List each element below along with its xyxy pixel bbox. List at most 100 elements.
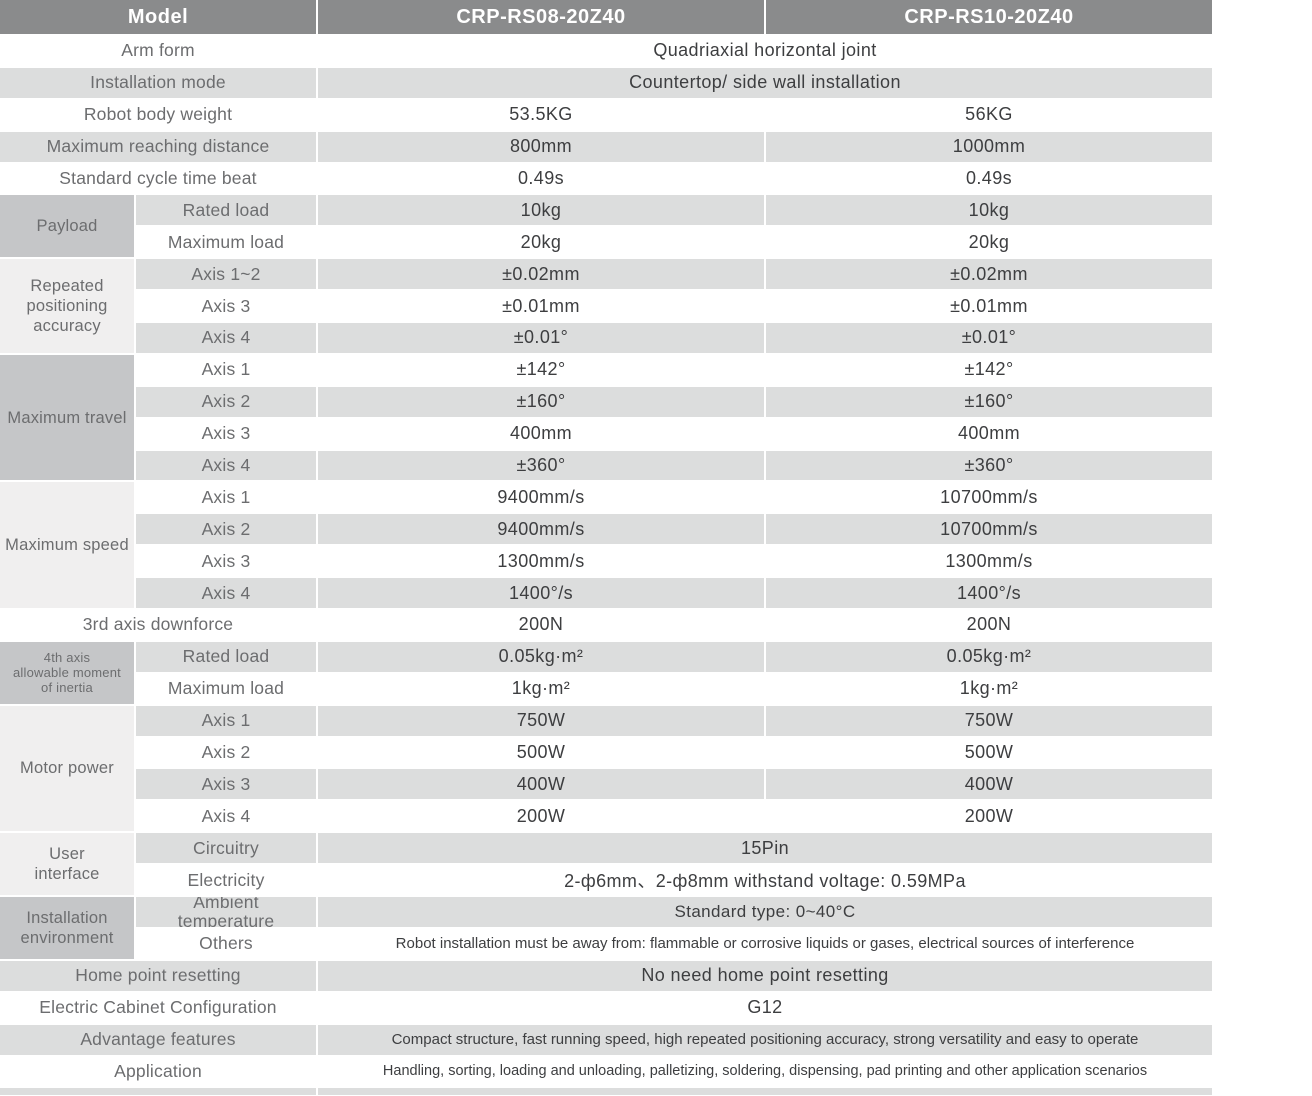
label-speed-axis-3: Axis 3	[136, 546, 316, 577]
value-accuracy-axis12-rs08: ±0.02mm	[318, 259, 764, 290]
label-travel-axis-4: Axis 4	[136, 450, 316, 481]
label-inertia-rated-load: Rated load	[136, 641, 316, 672]
label-motor-axis-1: Axis 1	[136, 705, 316, 736]
group-cell-motor-power: Motor power	[0, 705, 134, 832]
value-inertia-rated-rs10: 0.05kg·m²	[766, 641, 1212, 672]
value-inertia-rated-rs08: 0.05kg·m²	[318, 641, 764, 672]
value-speed-axis1-rs08: 9400mm/s	[318, 482, 764, 513]
label-application: Application	[0, 1056, 316, 1087]
label-accuracy-axis-4: Axis 4	[136, 323, 316, 353]
value-motor-axis4-rs08: 200W	[318, 801, 764, 832]
label-travel-axis-2: Axis 2	[136, 386, 316, 417]
value-arm-form: Quadriaxial horizontal joint	[318, 36, 1212, 66]
value-motor-axis2-rs10: 500W	[766, 737, 1212, 768]
group-cell-user-interface: User interface	[0, 833, 134, 896]
value-inertia-max-rs08: 1kg·m²	[318, 673, 764, 704]
value-electricity: 2-ф6mm、2-ф8mm withstand voltage: 0.59MPa	[318, 865, 1212, 896]
label-cycle-time: Standard cycle time beat	[0, 163, 316, 194]
group-cell-max-speed: Maximum speed	[0, 482, 134, 609]
value-speed-axis1-rs10: 10700mm/s	[766, 482, 1212, 513]
value-travel-axis2-rs08: ±160°	[318, 386, 764, 417]
value-accuracy-axis3-rs10: ±0.01mm	[766, 291, 1212, 322]
label-arm-form: Arm form	[0, 36, 316, 66]
header-cell-model-rs10: CRP-RS10-20Z40	[766, 0, 1212, 34]
group-cell-max-travel: Maximum travel	[0, 354, 134, 481]
label-payload-rated-load: Rated load	[136, 195, 316, 226]
label-robot-body-weight: Robot body weight	[0, 99, 316, 130]
partial-row-left	[0, 1088, 316, 1096]
value-speed-axis3-rs10: 1300mm/s	[766, 546, 1212, 577]
value-rated-load-rs10: 10kg	[766, 195, 1212, 226]
label-others: Others	[136, 928, 316, 959]
value-travel-axis3-rs08: 400mm	[318, 418, 764, 449]
value-motor-axis1-rs08: 750W	[318, 705, 764, 736]
value-body-weight-rs10: 56KG	[766, 99, 1212, 130]
label-electric-cabinet: Electric Cabinet Configuration	[0, 992, 316, 1023]
value-speed-axis2-rs08: 9400mm/s	[318, 514, 764, 545]
value-others: Robot installation must be away from: fl…	[318, 928, 1212, 959]
value-rated-load-rs08: 10kg	[318, 195, 764, 226]
value-accuracy-axis4-rs08: ±0.01°	[318, 323, 764, 353]
label-inertia-max-load: Maximum load	[136, 673, 316, 704]
label-max-reaching-distance: Maximum reaching distance	[0, 131, 316, 162]
value-travel-axis3-rs10: 400mm	[766, 418, 1212, 449]
value-speed-axis3-rs08: 1300mm/s	[318, 546, 764, 577]
label-circuitry: Circuitry	[136, 833, 316, 864]
value-reach-rs10: 1000mm	[766, 131, 1212, 162]
label-installation-mode: Installation mode	[0, 67, 316, 98]
label-ambient-temperature: Ambient temperature	[136, 897, 316, 927]
value-travel-axis4-rs08: ±360°	[318, 450, 764, 481]
header-cell-model: Model	[0, 0, 316, 34]
value-travel-axis1-rs10: ±142°	[766, 354, 1212, 385]
value-max-load-rs10: 20kg	[766, 227, 1212, 258]
value-motor-axis2-rs08: 500W	[318, 737, 764, 768]
value-reach-rs08: 800mm	[318, 131, 764, 162]
value-motor-axis3-rs10: 400W	[766, 769, 1212, 800]
value-travel-axis4-rs10: ±360°	[766, 450, 1212, 481]
label-accuracy-axis-3: Axis 3	[136, 291, 316, 322]
value-motor-axis3-rs08: 400W	[318, 769, 764, 800]
value-ambient-temperature: Standard type: 0~40°C	[318, 897, 1212, 927]
label-payload-max-load: Maximum load	[136, 227, 316, 258]
group-cell-installation-environment: Installation environment	[0, 897, 134, 959]
value-accuracy-axis3-rs08: ±0.01mm	[318, 291, 764, 322]
label-motor-axis-2: Axis 2	[136, 737, 316, 768]
label-motor-axis-3: Axis 3	[136, 769, 316, 800]
value-speed-axis2-rs10: 10700mm/s	[766, 514, 1212, 545]
value-home-point-resetting: No need home point resetting	[318, 960, 1212, 991]
value-body-weight-rs08: 53.5KG	[318, 99, 764, 130]
value-downforce-rs08: 200N	[318, 610, 764, 640]
value-inertia-max-rs10: 1kg·m²	[766, 673, 1212, 704]
label-advantage-features: Advantage features	[0, 1024, 316, 1055]
label-motor-axis-4: Axis 4	[136, 801, 316, 832]
label-3rd-axis-downforce: 3rd axis downforce	[0, 610, 316, 640]
label-electricity: Electricity	[136, 865, 316, 896]
value-installation-mode: Countertop/ side wall installation	[318, 67, 1212, 98]
value-downforce-rs10: 200N	[766, 610, 1212, 640]
spec-table: Model CRP-RS08-20Z40 CRP-RS10-20Z40 Arm …	[0, 0, 1212, 1096]
label-travel-axis-3: Axis 3	[136, 418, 316, 449]
value-circuitry: 15Pin	[318, 833, 1212, 864]
value-accuracy-axis4-rs10: ±0.01°	[766, 323, 1212, 353]
value-speed-axis4-rs08: 1400°/s	[318, 578, 764, 609]
label-speed-axis-1: Axis 1	[136, 482, 316, 513]
label-home-point-resetting: Home point resetting	[0, 960, 316, 991]
group-cell-repeat-accuracy: Repeated positioning accuracy	[0, 259, 134, 353]
value-electric-cabinet: G12	[318, 992, 1212, 1023]
group-cell-payload: Payload	[0, 195, 134, 258]
value-max-load-rs08: 20kg	[318, 227, 764, 258]
label-speed-axis-2: Axis 2	[136, 514, 316, 545]
value-cycle-rs08: 0.49s	[318, 163, 764, 194]
value-advantage-features: Compact structure, fast running speed, h…	[318, 1024, 1212, 1055]
value-cycle-rs10: 0.49s	[766, 163, 1212, 194]
value-travel-axis2-rs10: ±160°	[766, 386, 1212, 417]
value-application: Handling, sorting, loading and unloading…	[318, 1056, 1212, 1087]
value-accuracy-axis12-rs10: ±0.02mm	[766, 259, 1212, 290]
partial-row-right	[318, 1088, 1212, 1096]
label-travel-axis-1: Axis 1	[136, 354, 316, 385]
label-speed-axis-4: Axis 4	[136, 578, 316, 609]
group-cell-inertia: 4th axis allowable moment of inertia	[0, 641, 134, 704]
value-travel-axis1-rs08: ±142°	[318, 354, 764, 385]
label-accuracy-axis-1-2: Axis 1~2	[136, 259, 316, 290]
value-motor-axis1-rs10: 750W	[766, 705, 1212, 736]
